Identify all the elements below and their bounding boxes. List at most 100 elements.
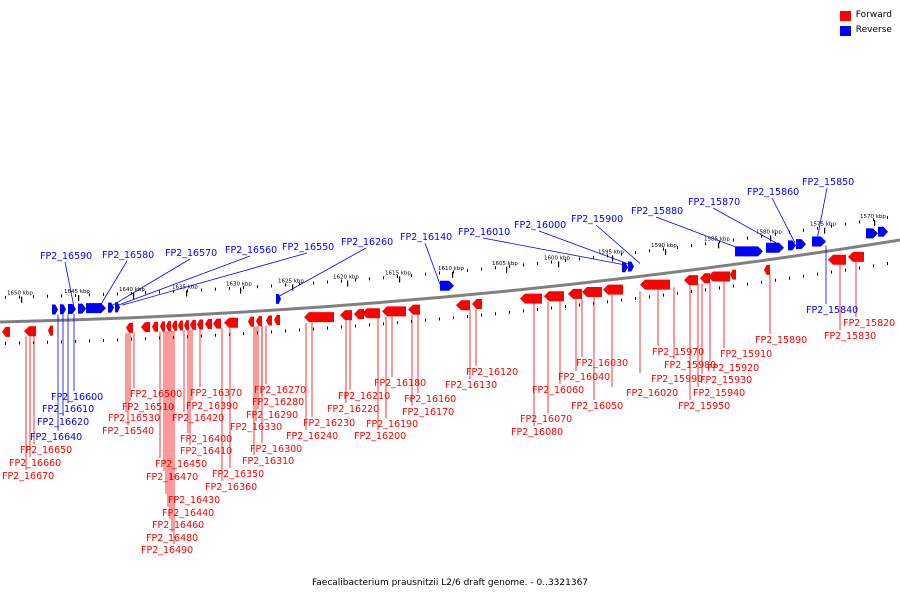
forward-gene-arrow <box>224 317 238 328</box>
track-dot <box>187 289 188 293</box>
track-dot <box>705 288 706 292</box>
track-dot <box>243 286 244 290</box>
track-dot <box>495 312 496 316</box>
track-dot <box>61 340 62 344</box>
forward-gene-label: FP2_16050 <box>571 401 623 412</box>
track-dot <box>691 290 692 294</box>
forward-gene-label: FP2_16190 <box>366 419 418 430</box>
forward-gene-label: FP2_16180 <box>374 378 426 389</box>
track-dot <box>537 307 538 311</box>
forward-gene-label: FP2_16450 <box>155 459 207 470</box>
track-dot <box>397 321 398 325</box>
forward-gene-arrow <box>764 264 770 275</box>
track-dot <box>411 319 412 323</box>
reverse-leader-line <box>424 242 441 285</box>
forward-gene-arrow <box>544 291 564 302</box>
track-dot <box>719 240 720 244</box>
forward-gene-arrow <box>362 308 380 319</box>
scale-tick-label: 1570 kbp <box>860 214 886 220</box>
forward-gene-label: FP2_15950 <box>678 401 730 412</box>
track-dot <box>635 297 636 301</box>
track-dot <box>159 336 160 340</box>
scale-tick-mark <box>133 292 135 299</box>
gene-labels: FP2_16590 FP2_16580 FP2_16570 FP2_16560 FP2_… <box>2 177 895 556</box>
scale-tick-label: 1645 kbp <box>64 289 90 295</box>
scale-tick-mark <box>824 227 826 234</box>
track-dot <box>649 249 650 253</box>
track-dot <box>327 280 328 284</box>
track-dot <box>467 268 468 272</box>
genome-backbone <box>0 238 900 324</box>
track-dot <box>663 247 664 251</box>
track-dot <box>831 224 832 228</box>
reverse-leader-line <box>655 216 745 251</box>
forward-gene-arrow <box>126 322 133 333</box>
track-dot <box>859 266 860 270</box>
scale-tick-label: 1615 kbp <box>385 270 411 276</box>
track-dot <box>733 284 734 288</box>
track-dot <box>285 329 286 333</box>
track-dot <box>341 279 342 283</box>
track-dot <box>201 288 202 292</box>
reverse-gene-arrow <box>108 302 114 313</box>
track-dot <box>243 332 244 336</box>
reverse-gene-label: FP2_16550 <box>282 242 334 253</box>
scale-tick-mark <box>186 290 188 297</box>
forward-gene-arrow <box>24 326 36 337</box>
forward-gene-label: FP2_15970 <box>652 347 704 358</box>
reverse-leader-line <box>538 230 631 265</box>
forward-gene-arrow <box>2 326 10 337</box>
track-dot <box>117 292 118 296</box>
track-dot <box>775 278 776 282</box>
forward-gene-arrow <box>354 309 364 320</box>
forward-gene-arrow <box>708 271 730 282</box>
reverse-gene-label: FP2_16560 <box>225 245 277 256</box>
track-dot <box>103 338 104 342</box>
scale-tick-mark <box>347 280 349 287</box>
forward-gene-arrow <box>700 273 710 284</box>
reverse-leader-line <box>99 260 128 307</box>
legend-forward-label: Forward <box>855 10 892 20</box>
track-dot <box>789 276 790 280</box>
scale-tick-label: 1625 kbp <box>278 278 304 284</box>
forward-gene-arrow <box>640 279 670 290</box>
track-dot <box>607 254 608 258</box>
forward-gene-label: FP2_16500 <box>130 389 182 400</box>
reverse-leader-line <box>482 237 627 266</box>
track-dot <box>859 220 860 224</box>
reverse-gene-arrow <box>766 242 784 253</box>
legend-forward: Forward <box>839 8 892 23</box>
track-dot <box>747 282 748 286</box>
track-dot <box>187 335 188 339</box>
track-dot <box>103 292 104 296</box>
track-dot <box>131 291 132 295</box>
track-dot <box>523 309 524 313</box>
reverse-gene-arrow <box>52 304 58 315</box>
track-dot <box>425 318 426 322</box>
reverse-gene-arrow <box>866 228 878 239</box>
forward-gene-label: FP2_16540 <box>102 426 154 437</box>
reverse-gene-label: FP2_15870 <box>688 197 740 208</box>
track-dot <box>691 244 692 248</box>
track-dot <box>635 251 636 255</box>
forward-gene-arrow <box>205 319 212 330</box>
track-dot <box>873 218 874 222</box>
reverse-gene-arrow <box>86 303 106 314</box>
track-dot <box>229 286 230 290</box>
reverse-gene-label: FP2_15860 <box>747 187 799 198</box>
forward-gene-label: FP2_16410 <box>180 446 232 457</box>
forward-gene-label: FP2_16230 <box>303 418 355 429</box>
reverse-gene-label: FP2_16140 <box>400 232 452 243</box>
track-dot <box>383 276 384 280</box>
forward-gene-label: FP2_16490 <box>141 545 193 556</box>
track-dot <box>509 310 510 314</box>
forward-gene-label: FP2_16330 <box>230 422 282 433</box>
reverse-leader-line <box>277 247 367 298</box>
forward-gene-label: FP2_15930 <box>700 375 752 386</box>
forward-gene-arrow <box>848 251 864 262</box>
track-dot <box>33 341 34 345</box>
forward-gene-label: FP2_15920 <box>707 363 759 374</box>
track-dot <box>355 324 356 328</box>
track-dot <box>663 293 664 297</box>
